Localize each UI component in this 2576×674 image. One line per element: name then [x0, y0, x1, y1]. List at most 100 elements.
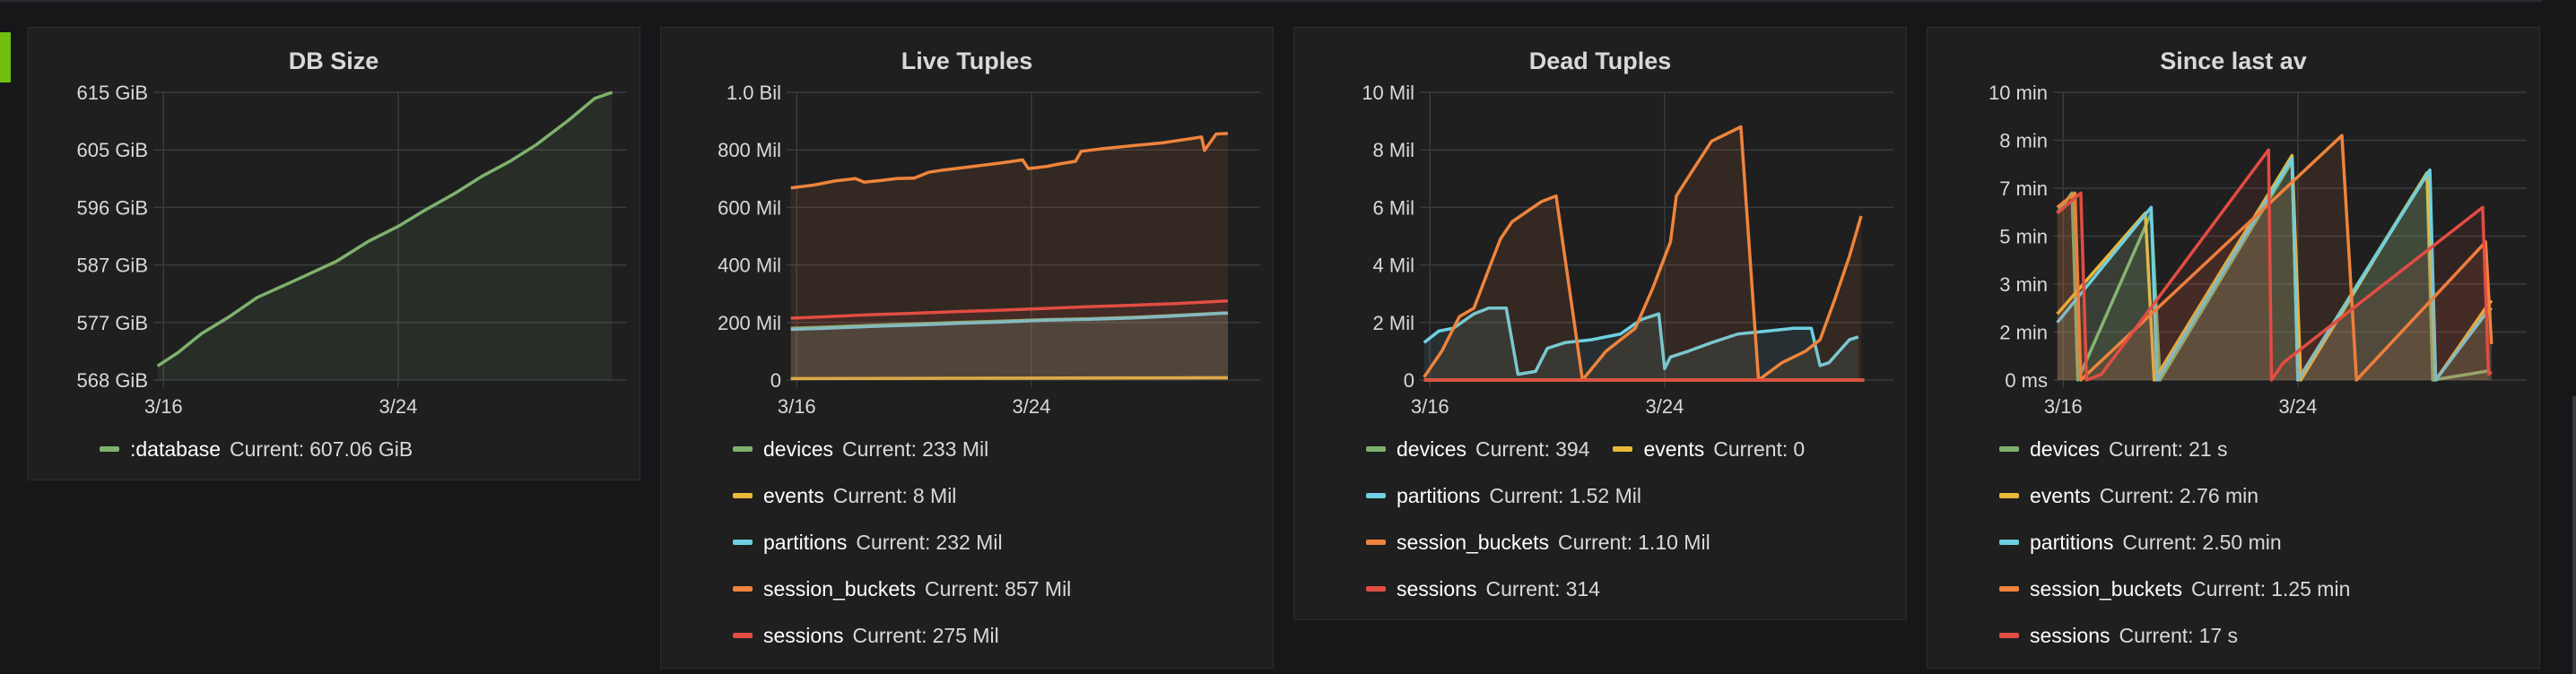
y-tick-label: 2 Mil — [1373, 312, 1414, 334]
series-line-session_buckets[interactable] — [1423, 125, 1863, 382]
legend-series-name[interactable]: events — [763, 484, 824, 507]
panel-title[interactable]: Dead Tuples — [1528, 48, 1672, 74]
series-line-sessions[interactable] — [2056, 148, 2493, 382]
legend-swatch[interactable] — [1366, 445, 1386, 452]
legend-item[interactable]: devices Current: 394 — [1366, 435, 1589, 463]
series-line-events[interactable] — [790, 376, 1229, 381]
legend-current-value: 314 — [1565, 577, 1600, 601]
legend-series-name[interactable]: sessions — [1397, 577, 1477, 601]
legend-current-label: Current: — [2099, 484, 2174, 507]
legend-series-name[interactable]: partitions — [1397, 484, 1481, 507]
series-line-partitions[interactable] — [1423, 307, 1859, 376]
legend-swatch[interactable] — [1999, 539, 2019, 545]
legend-current-label: Current: — [1713, 437, 1788, 461]
legend-current-value: 232 Mil — [936, 531, 1003, 554]
legend-swatch[interactable] — [733, 632, 753, 638]
legend-current-label: Current: — [925, 577, 1000, 601]
legend-series-name[interactable]: events — [2030, 484, 2091, 507]
legend-item[interactable]: partitions Current: 1.52 Mil — [1366, 481, 1641, 510]
legend-series-name[interactable]: session_buckets — [763, 577, 917, 601]
legend-row: sessions Current: 314 — [1366, 575, 1623, 603]
y-tick-label: 596 GiB — [77, 196, 149, 219]
legend-row: partitions Current: 232 Mil — [733, 528, 1026, 557]
legend-current-value: 607.06 GiB — [309, 437, 413, 461]
series-line-partitions[interactable] — [790, 311, 1228, 332]
series-line-sessions[interactable] — [790, 298, 1229, 320]
y-tick-label: 400 Mil — [718, 255, 781, 277]
series-line-database[interactable] — [156, 91, 614, 367]
y-tick-label: 5 min — [1999, 226, 2048, 248]
legend-current-value: 394 — [1555, 437, 1590, 461]
legend-series-name[interactable]: session_buckets — [2030, 577, 2183, 601]
scrollbar[interactable] — [2572, 396, 2576, 674]
legend-current-label: Current: — [832, 484, 908, 507]
panel-dead-tuples[interactable]: Dead Tuples 0 2 Mil 4 Mil 6 Mil 8 Mil 10 Mil 3… — [1293, 27, 1907, 620]
legend-current-value: 1.52 Mil — [1569, 484, 1641, 507]
panel-title[interactable]: DB Size — [288, 48, 379, 74]
legend-item[interactable]: events Current: 0 — [1613, 435, 1805, 463]
legend-row: sessions Current: 275 Mil — [733, 621, 1023, 650]
legend-series-name[interactable]: devices — [2030, 437, 2100, 461]
series-line-session_buckets[interactable] — [2056, 134, 2493, 382]
top-divider — [0, 0, 2543, 2]
chart-live-tuples: 0 200 Mil 400 Mil 600 Mil 800 Mil 1.0 Bil 3/16… — [718, 82, 1260, 418]
panel-since-last-autovacuum[interactable]: Since last av 0 ms 2 min 3 min 5 min 7 min 8 … — [1927, 27, 2540, 669]
x-tick-label: 3/24 — [2278, 395, 2317, 418]
legend-swatch[interactable] — [1366, 585, 1386, 592]
legend-series-name[interactable]: partitions — [2030, 531, 2114, 554]
panel-title[interactable]: Since last av — [2160, 48, 2307, 74]
legend-swatch[interactable] — [100, 445, 119, 452]
legend-swatch[interactable] — [733, 539, 753, 545]
legend-item[interactable]: events Current: 2.76 min — [1999, 481, 2258, 510]
legend-series-name[interactable]: sessions — [763, 624, 844, 647]
legend-item[interactable]: :database Current: 607.06 GiB — [100, 435, 413, 463]
legend-current-label: Current: — [841, 437, 918, 461]
legend-swatch[interactable] — [1366, 492, 1386, 498]
chart-since-last-autovacuum: 0 ms 2 min 3 min 5 min 7 min 8 min 10 min 3/16 3… — [1989, 82, 2527, 418]
legend-swatch[interactable] — [1999, 445, 2019, 452]
x-tick-label: 3/24 — [1012, 395, 1050, 418]
series-area-session_buckets — [790, 133, 1228, 380]
series-area-partitions — [2057, 158, 2492, 380]
series-line-events[interactable] — [2056, 153, 2493, 382]
legend-item[interactable]: session_buckets Current: 1.25 min — [1999, 575, 2350, 603]
legend-current-value: 21 s — [2189, 437, 2228, 461]
legend-current-label: Current: — [856, 531, 931, 554]
legend-series-name[interactable]: events — [1643, 437, 1705, 461]
legend-series-name[interactable]: devices — [1397, 437, 1466, 461]
legend-series-name[interactable]: sessions — [2030, 624, 2110, 647]
legend-swatch[interactable] — [733, 445, 753, 452]
chart-db-size: 568 GiB 577 GiB 587 GiB 596 GiB 605 GiB 615 G… — [77, 82, 627, 418]
legend-item[interactable]: sessions Current: 314 — [1366, 575, 1600, 603]
panel-live-tuples[interactable]: Live Tuples 0 200 Mil 400 Mil 600 Mil 800 Mi… — [660, 27, 1274, 669]
legend-series-name[interactable]: :database — [130, 437, 222, 461]
legend-item[interactable]: sessions Current: 275 Mil — [733, 621, 999, 650]
legend-series-name[interactable]: devices — [763, 437, 833, 461]
x-tick-label: 3/16 — [1411, 395, 1449, 418]
panel-db-size[interactable]: DB Size 568 GiB 577 GiB 587 GiB 596 GiB 605 … — [27, 27, 640, 480]
legend-row: devices Current: 394 events Current: 0 — [1366, 435, 1828, 463]
legend-swatch[interactable] — [1613, 445, 1633, 452]
row-collapse-marker[interactable] — [0, 32, 11, 82]
legend-swatch[interactable] — [733, 585, 753, 592]
legend-swatch[interactable] — [1999, 632, 2019, 638]
legend-swatch[interactable] — [1999, 492, 2019, 498]
series-line-session_buckets[interactable] — [790, 132, 1229, 190]
panel-title[interactable]: Live Tuples — [901, 48, 1033, 74]
legend-item[interactable]: session_buckets Current: 1.10 Mil — [1366, 528, 1710, 557]
legend-item[interactable]: partitions Current: 232 Mil — [733, 528, 1003, 557]
legend-swatch[interactable] — [1366, 539, 1386, 545]
legend-item[interactable]: sessions Current: 17 s — [1999, 621, 2238, 650]
legend-item[interactable]: devices Current: 233 Mil — [733, 435, 988, 463]
legend-item[interactable]: devices Current: 21 s — [1999, 435, 2228, 463]
legend-swatch[interactable] — [733, 492, 753, 498]
legend-item[interactable]: events Current: 8 Mil — [733, 481, 956, 510]
legend-series-name[interactable]: session_buckets — [1397, 531, 1550, 554]
series-line-partitions[interactable] — [2056, 157, 2493, 382]
legend-series-name[interactable]: partitions — [763, 531, 848, 554]
legend-swatch[interactable] — [1999, 585, 2019, 592]
legend-item[interactable]: partitions Current: 2.50 min — [1999, 528, 2282, 557]
y-tick-label: 200 Mil — [718, 312, 781, 334]
legend-item[interactable]: session_buckets Current: 857 Mil — [733, 575, 1071, 603]
series-area-session_buckets — [2057, 135, 2492, 380]
